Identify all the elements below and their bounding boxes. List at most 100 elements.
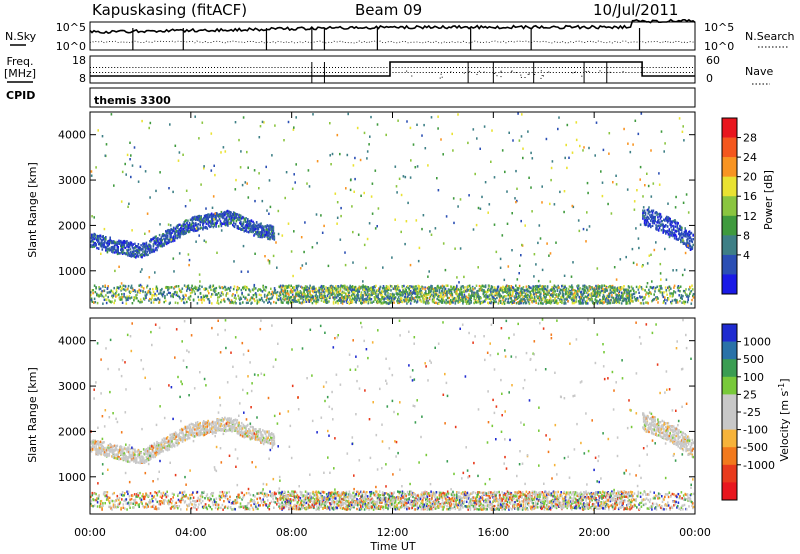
- power-cell-2838: [413, 296, 416, 300]
- power-cell-2278: [329, 295, 331, 298]
- power-cell-2975: [434, 292, 437, 296]
- power-cell-2800: [408, 299, 410, 302]
- power-cell-1605: [150, 298, 153, 301]
- nave-dot-top: [295, 67, 297, 68]
- nave-dot-bottom: [664, 72, 666, 73]
- power-cell-204: [122, 240, 125, 243]
- power-cell-1505: [112, 294, 115, 297]
- power-cell-4191: [618, 290, 621, 293]
- power-cell-3507: [515, 284, 517, 287]
- nave-dot-top: [223, 67, 225, 68]
- power-cell-3307: [484, 284, 487, 287]
- power-cell-221: [126, 245, 128, 248]
- nave-dot-bottom: [619, 72, 621, 73]
- power-cell-1004: [253, 229, 255, 232]
- power-cell-340: [146, 250, 149, 253]
- power-cell-1604: [150, 301, 153, 304]
- nave-dot-top: [589, 67, 591, 68]
- power-cell-3983: [586, 302, 589, 305]
- power-cell-113: [108, 243, 111, 246]
- power-cell-3891: [573, 298, 575, 301]
- power-cell-636: [195, 218, 197, 222]
- power-cell-1453: [93, 301, 95, 304]
- power-cell-779: [218, 213, 221, 217]
- nave-dot-top: [335, 67, 336, 68]
- power-cell-4359: [662, 301, 665, 304]
- power-cell-1873: [251, 297, 254, 300]
- nave-dot-top: [619, 67, 621, 68]
- power-cell-1557: [132, 288, 134, 291]
- power-cell-548: [180, 224, 183, 227]
- power-cell-3143: [459, 296, 462, 300]
- power-cell-986: [250, 230, 253, 234]
- power-cell-2108: [303, 300, 305, 304]
- power-cell-570: [184, 219, 186, 223]
- power-cell-4344: [656, 285, 658, 288]
- power-cell-112: [108, 247, 111, 250]
- power-cell-325: [143, 242, 146, 246]
- nave-dot-bottom: [347, 72, 349, 73]
- power-cell-936: [242, 221, 245, 224]
- power-cell-889: [235, 214, 238, 218]
- power-cell-2056: [295, 293, 298, 296]
- power-cell-825: [225, 210, 228, 213]
- power-cell-4412: [682, 294, 684, 298]
- power-cell-1684: [180, 290, 183, 294]
- nave-dot-top: [685, 67, 687, 68]
- power-cell-3046: [445, 301, 447, 305]
- nave-dot-top: [571, 67, 572, 68]
- power-cell-4214: [622, 299, 624, 303]
- power-cell-4358: [661, 291, 664, 295]
- power-cell-711: [207, 223, 209, 226]
- power-cell-1659: [170, 286, 173, 289]
- power-cell-1270: [664, 224, 666, 228]
- power-cell-1032: [257, 231, 260, 234]
- power-cell-757: [215, 217, 217, 220]
- power-cell-4128: [608, 300, 611, 303]
- station-title: Kapuskasing (fitACF): [92, 1, 247, 19]
- power-cell-224: [126, 251, 128, 254]
- power-cell-1152: [643, 211, 646, 214]
- power-cell-516: [175, 230, 178, 233]
- nave-dot-top: [359, 67, 361, 68]
- power-cell-225: [126, 240, 128, 243]
- power-cell-3665: [539, 284, 541, 287]
- power-cell-4407: [680, 295, 683, 299]
- power-cell-3352: [491, 286, 494, 289]
- power-cell-179: [119, 240, 121, 244]
- power-cell-4318: [646, 301, 649, 304]
- power-cell-2937: [428, 286, 431, 289]
- power-cell-2319: [335, 296, 338, 299]
- nave-dot-top: [664, 67, 666, 68]
- power-cell-4379: [670, 287, 672, 290]
- power-cell-1756: [208, 291, 210, 295]
- power-cell-4433: [690, 302, 693, 305]
- power-cell-1285: [666, 231, 669, 234]
- nave-dot-top: [434, 67, 436, 68]
- power-cell-59: [99, 242, 102, 246]
- power-cell-2458: [356, 289, 358, 292]
- power-cell-604: [189, 218, 192, 221]
- power-cell-4346: [657, 301, 659, 304]
- power-cell-841: [228, 217, 231, 221]
- nave-dot-bottom: [177, 72, 179, 73]
- power-cell-1445: [90, 291, 92, 294]
- power-cell-1084: [265, 230, 268, 233]
- power-cell-359: [149, 248, 151, 251]
- power-cell-2930: [428, 291, 430, 295]
- power-cell-608: [190, 228, 193, 231]
- nave-dot-top: [120, 67, 122, 68]
- nave-dot-bottom: [377, 72, 379, 73]
- power-cell-312: [141, 253, 143, 257]
- power-cell-3568: [524, 289, 526, 292]
- nave-dot-bottom: [168, 72, 170, 73]
- power-cell-3074: [450, 299, 452, 302]
- power-cell-1726: [196, 302, 199, 305]
- power-cell-4441: [360, 194, 362, 197]
- power-cell-2635: [383, 301, 385, 304]
- power-cell-876: [232, 213, 235, 216]
- nave-dot-bottom: [601, 72, 603, 73]
- power-cell-3401: [499, 295, 501, 298]
- power-cell-3190: [467, 289, 469, 292]
- power-cell-2271: [328, 288, 330, 292]
